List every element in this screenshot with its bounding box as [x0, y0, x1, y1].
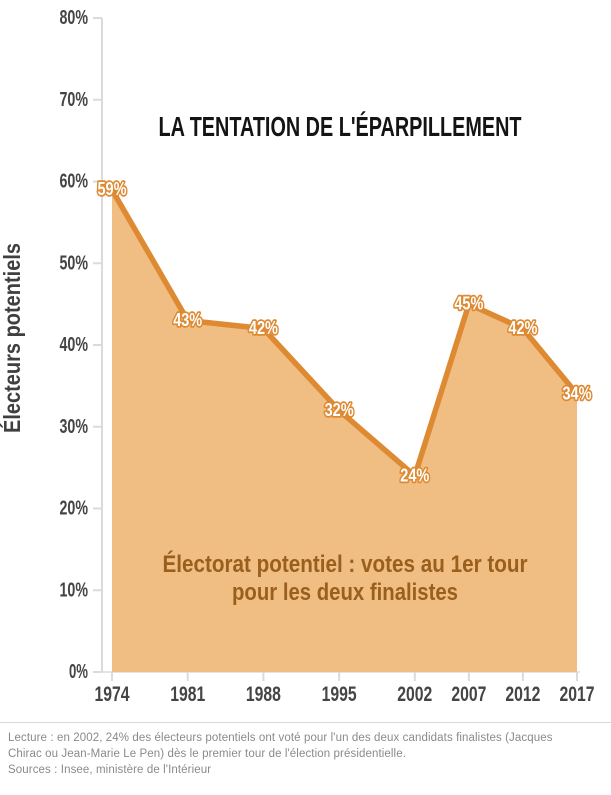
data-point-label: 32% [325, 400, 354, 420]
y-tick-label: 0% [69, 661, 88, 683]
annotation-line-1: Électorat potentiel : votes au 1er tour [163, 550, 528, 578]
x-tick-label: 2002 [397, 683, 432, 706]
y-tick-label: 70% [60, 89, 89, 111]
y-tick-label: 50% [60, 252, 89, 274]
data-point-label: 42% [249, 318, 278, 338]
y-tick-label: 80% [60, 7, 89, 29]
x-tick-label: 1981 [170, 683, 205, 706]
chart-title: LA TENTATION DE L'ÉPARPILLEMENT [159, 111, 522, 142]
chart-canvas: 0% 10% 20% 30% 40% 50% 60% 70% 80% 1974 1981 1988 19… [0, 7, 595, 706]
annotation-line-2: pour les deux finalistes [232, 579, 458, 606]
footer: Lecture : en 2002, 24% des électeurs pot… [0, 722, 611, 778]
x-tick-label: 2007 [451, 683, 486, 706]
y-axis-title: Électeurs potentiels [0, 243, 25, 433]
point-labels-layer: 59% 43% 42% 32% 24% 45% 42% 34% [96, 177, 594, 487]
data-point-label: 42% [508, 318, 537, 338]
x-tick-label: 2017 [560, 683, 595, 706]
y-tick-label: 30% [60, 416, 89, 438]
x-tick-label: 1974 [95, 683, 130, 706]
data-point-label: 59% [98, 179, 127, 199]
area-fill [112, 189, 577, 672]
footer-sources: Sources : Insee, ministère de l'Intérieu… [8, 764, 212, 776]
x-tick-label: 1988 [246, 683, 281, 706]
data-point-label: 24% [400, 465, 429, 485]
data-point-label: 43% [173, 310, 202, 330]
data-point-label: 45% [454, 294, 483, 314]
y-tick-label: 40% [60, 334, 89, 356]
trend-line [109, 186, 580, 479]
axes-layer: 0% 10% 20% 30% 40% 50% 60% 70% 80% 1974 1981 1988 19… [60, 7, 595, 706]
x-tick-label: 2012 [505, 683, 540, 706]
series-layer [109, 186, 580, 672]
footer-lecture: Lecture : en 2002, 24% des électeurs pot… [8, 732, 553, 760]
x-tick-label: 1995 [322, 683, 357, 706]
y-tick-label: 10% [60, 579, 89, 601]
y-tick-label: 20% [60, 498, 89, 520]
data-point-label: 34% [563, 384, 592, 404]
y-tick-label: 60% [60, 171, 89, 193]
